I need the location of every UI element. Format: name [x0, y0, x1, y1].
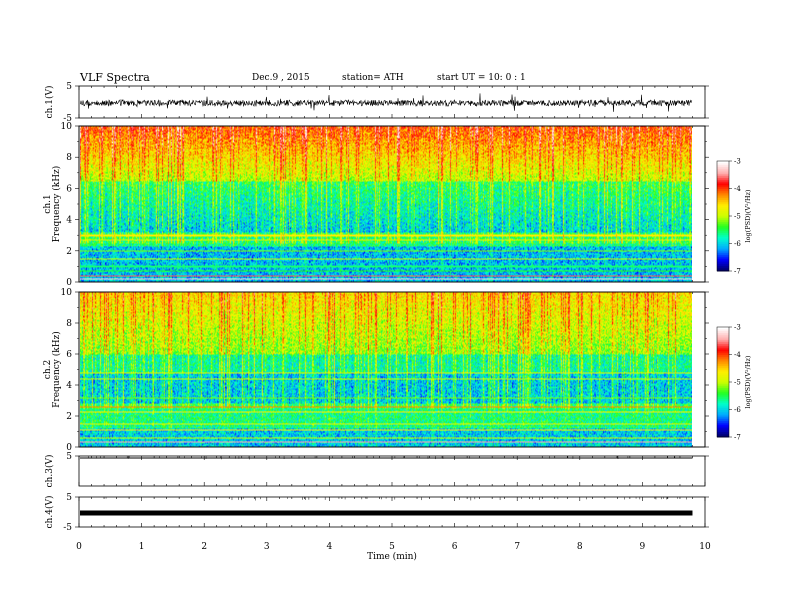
- ch2-spectrogram-ylabel: Frequency (kHz): [51, 331, 62, 408]
- ch2-spectrogram-image: [80, 292, 692, 447]
- ch1-spectrogram-ytick-label: 4: [66, 216, 72, 226]
- ch2-spectrogram-ytick-label: 0: [66, 443, 72, 453]
- ch3-waveform-frame: [78, 455, 706, 487]
- ch2-spectrogram-colorbar-tick: -3: [734, 324, 741, 332]
- ch2-spectrogram-ytick-label: 2: [66, 412, 72, 422]
- panel-ch1-spectrogram: 0 2 4 6 8 10 ch.1 Frequency (kHz): [43, 122, 709, 288]
- x-tick-label: 10: [699, 542, 711, 552]
- x-tick-label: 1: [139, 542, 145, 552]
- ch2-spectrogram-ytick-label: 6: [66, 350, 72, 360]
- panel-ch3-waveform: 5 ch.3(V): [44, 452, 709, 487]
- ch2-spectrogram-colorbar-label: log(PSD)(V²/Hz): [744, 355, 752, 408]
- ch2-spectrogram-colorbar-tick: -4: [734, 351, 741, 359]
- ch4-waveform-trace: [80, 510, 693, 516]
- ch1-spectrogram-colorbar: -3 -4 -5 -6 -7 log(PSD)(V²/Hz): [716, 158, 752, 276]
- ch1-spectrogram-colorbar-tick: -4: [734, 185, 741, 193]
- ch2-spectrogram-colorbar-tick: -5: [734, 379, 741, 387]
- x-tick-label: 7: [514, 542, 520, 552]
- ch2-spectrogram-colorbar: -3 -4 -5 -6 -7 log(PSD)(V²/Hz): [716, 324, 752, 442]
- ch4-waveform-ytick-label: -5: [63, 523, 72, 533]
- ch4-waveform-ylabel: ch.4(V): [44, 496, 55, 529]
- x-axis-label: Time (min): [367, 551, 417, 562]
- figure-title: VLF Spectra: [80, 71, 150, 84]
- ch1-waveform-trace: [79, 93, 693, 112]
- ch2-spectrogram-ytick-label: 8: [66, 319, 72, 329]
- x-tick-label: 9: [640, 542, 646, 552]
- ch1-spectrogram-ylabel: Frequency (kHz): [51, 166, 62, 243]
- ch2-spectrogram-ylabel: ch.2: [43, 360, 53, 379]
- ch1-spectrogram-ytick-label: 0: [66, 278, 72, 288]
- ch1-spectrogram-ytick-label: 10: [61, 122, 73, 132]
- ch1-spectrogram-ytick-label: 6: [66, 184, 72, 194]
- x-tick-label: 2: [201, 542, 207, 552]
- panel-ch4-waveform: 5 -5 ch.4(V): [44, 493, 709, 533]
- ch1-spectrogram-colorbar-tick: -3: [734, 158, 741, 166]
- panel-ch1-waveform: 5 -5 ch.1(V): [44, 82, 709, 124]
- panel-ch2-spectrogram: 0 2 4 6 8 10 ch.2 Frequency (kHz): [43, 288, 709, 453]
- ch4-waveform-ytick-label: 5: [66, 493, 72, 503]
- x-tick-label: 0: [76, 542, 82, 552]
- ch2-spectrogram-ytick-label: 10: [61, 288, 73, 298]
- ch1-spectrogram-ytick-label: 2: [66, 247, 72, 257]
- x-tick-label: 6: [452, 542, 458, 552]
- x-tick-label: 4: [327, 542, 333, 552]
- date-label: Dec.9 , 2015: [252, 73, 310, 83]
- ch2-spectrogram-ytick-label: 4: [66, 381, 72, 391]
- x-tick-label: 8: [577, 542, 583, 552]
- ch1-waveform-ylabel: ch.1(V): [44, 86, 55, 119]
- ch3-waveform-ylabel: ch.3(V): [44, 455, 55, 488]
- ch2-spectrogram-colorbar-tick: -6: [734, 406, 741, 414]
- ch1-spectrogram-colorbar-tick: -6: [734, 240, 741, 248]
- ch1-waveform-ytick-label: 5: [66, 82, 72, 92]
- x-tick-label: 5: [389, 542, 395, 552]
- x-tick-label: 3: [264, 542, 270, 552]
- ch1-spectrogram-colorbar-tick: -5: [734, 213, 741, 221]
- station-label: station= ATH: [342, 73, 404, 83]
- ch1-waveform-ytick-label: -5: [63, 114, 72, 124]
- ch3-waveform-ytick-label: 5: [66, 452, 72, 462]
- ch1-spectrogram-image: [80, 126, 692, 282]
- ch1-spectrogram-ytick-label: 8: [66, 153, 72, 163]
- ch1-spectrogram-ylabel: ch.1: [43, 194, 53, 213]
- start-time-label: start UT = 10: 0 : 1: [437, 73, 526, 83]
- ch1-spectrogram-colorbar-tick: -7: [734, 268, 741, 276]
- ch2-spectrogram-colorbar-tick: -7: [734, 434, 741, 442]
- ch1-spectrogram-colorbar-label: log(PSD)(V²/Hz): [744, 189, 752, 242]
